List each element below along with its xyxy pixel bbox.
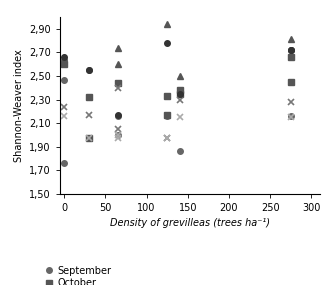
December — [177, 74, 181, 78]
Line: September: September — [61, 47, 294, 166]
September — [289, 114, 293, 118]
January — [116, 127, 120, 131]
October — [62, 62, 66, 66]
September — [116, 133, 120, 137]
March — [177, 115, 181, 119]
October — [289, 80, 293, 84]
May — [165, 41, 169, 45]
Line: March: March — [61, 113, 294, 142]
October — [87, 137, 91, 140]
September — [62, 78, 66, 81]
Legend: September, October, December, January, March, May: September, October, December, January, M… — [44, 266, 112, 285]
October — [87, 95, 91, 99]
May — [87, 68, 91, 72]
March — [87, 137, 91, 140]
May — [62, 56, 66, 59]
December — [165, 23, 169, 26]
Y-axis label: Shannon-Weaver index: Shannon-Weaver index — [14, 49, 24, 162]
September — [62, 162, 66, 165]
March — [289, 115, 293, 119]
December — [116, 62, 120, 66]
January — [177, 98, 181, 101]
January — [289, 100, 293, 104]
January — [62, 105, 66, 108]
May — [116, 113, 120, 117]
May — [177, 92, 181, 95]
September — [289, 48, 293, 52]
May — [289, 48, 293, 52]
October — [177, 88, 181, 92]
October — [165, 113, 169, 117]
December — [289, 38, 293, 41]
Line: October: October — [61, 54, 294, 141]
May — [289, 48, 293, 52]
September — [177, 150, 181, 153]
March — [62, 114, 66, 118]
September — [116, 114, 120, 118]
March — [165, 137, 169, 140]
October — [289, 56, 293, 59]
January — [87, 113, 91, 117]
October — [116, 81, 120, 85]
March — [116, 137, 120, 140]
September — [165, 114, 169, 118]
October — [165, 94, 169, 98]
Line: December: December — [61, 21, 294, 80]
December — [62, 56, 66, 59]
September — [87, 68, 91, 72]
X-axis label: Density of grevilleas (trees ha⁻¹): Density of grevilleas (trees ha⁻¹) — [110, 218, 270, 228]
January — [165, 137, 169, 140]
Line: May: May — [61, 40, 294, 118]
December — [116, 46, 120, 49]
October — [177, 92, 181, 95]
March — [116, 133, 120, 137]
Line: January: January — [61, 84, 294, 142]
January — [116, 86, 120, 89]
